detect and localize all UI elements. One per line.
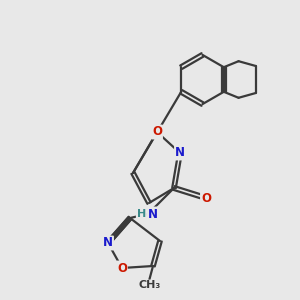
Text: N: N [148, 208, 158, 220]
Text: CH₃: CH₃ [138, 280, 160, 290]
Text: N: N [175, 146, 185, 160]
Text: O: O [201, 191, 211, 205]
Text: O: O [152, 125, 162, 139]
Text: H: H [137, 209, 146, 219]
Text: O: O [117, 262, 127, 275]
Text: N: N [103, 236, 113, 250]
